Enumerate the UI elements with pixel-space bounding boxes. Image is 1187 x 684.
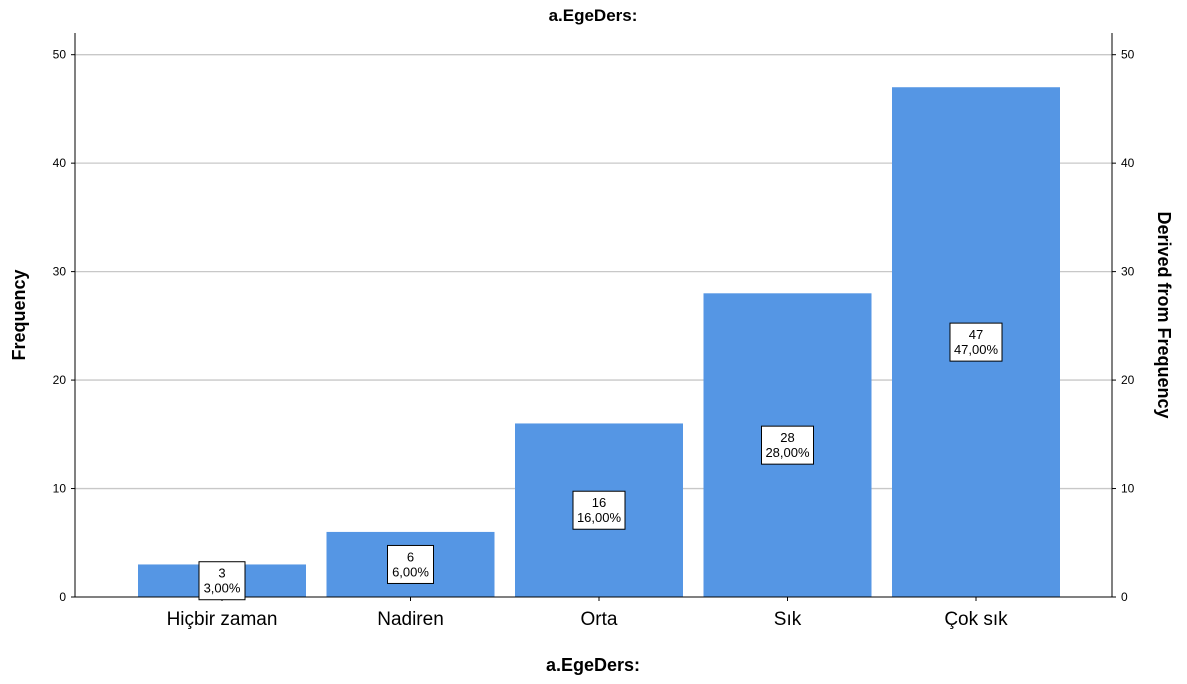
x-tick-label: Hiçbir zaman: [167, 609, 278, 630]
y-tick-label-right: 10: [1121, 482, 1135, 496]
x-tick-label: Sık: [774, 609, 802, 630]
chart-title: a.EgeDers:: [549, 6, 638, 25]
y-axis-title-left: Frequency: [9, 269, 29, 360]
y-tick-label-right: 30: [1121, 265, 1135, 279]
category-labels: Hiçbir zaman Nadiren Orta Sık Çok sık: [167, 609, 1009, 630]
x-tick-label: Nadiren: [377, 609, 444, 630]
y-tick-label-left: 40: [53, 156, 67, 170]
data-label-percent: 16,00%: [577, 510, 622, 525]
data-label-count: 16: [592, 495, 606, 510]
y-tick-label-right: 40: [1121, 156, 1135, 170]
x-axis-title: a.EgeDers:: [546, 655, 640, 675]
data-label-box: [761, 425, 814, 465]
data-label-count: 28: [780, 430, 794, 445]
data-label-box: [198, 561, 246, 601]
x-tick-label: Çok sık: [944, 609, 1008, 630]
ticks: 0 0 10 10 20 20 30 30 40 40 50 50: [53, 48, 1135, 604]
axes: [74, 33, 1113, 598]
data-label-percent: 47,00%: [954, 342, 999, 357]
y-tick-label-left: 30: [53, 265, 67, 279]
data-label-box: [387, 544, 434, 584]
y-tick-label-left: 10: [53, 482, 67, 496]
x-tick-label: Orta: [581, 609, 618, 630]
y-axis-title-right: Derived from Frequency: [1154, 211, 1174, 418]
data-label-count: 6: [407, 549, 414, 564]
y-tick-label-left: 0: [59, 590, 66, 604]
data-label-box: [949, 322, 1003, 362]
data-label-box: [572, 490, 626, 530]
data-label-percent: 3,00%: [204, 581, 241, 596]
y-tick-label-right: 20: [1121, 373, 1135, 387]
data-label-percent: 6,00%: [392, 564, 429, 579]
data-label-percent: 28,00%: [765, 445, 810, 460]
y-tick-label-right: 0: [1121, 590, 1128, 604]
data-label-count: 3: [218, 566, 225, 581]
y-tick-label-left: 50: [53, 48, 67, 62]
y-tick-label-left: 20: [53, 373, 67, 387]
data-label-count: 47: [969, 327, 983, 342]
y-tick-label-right: 50: [1121, 48, 1135, 62]
